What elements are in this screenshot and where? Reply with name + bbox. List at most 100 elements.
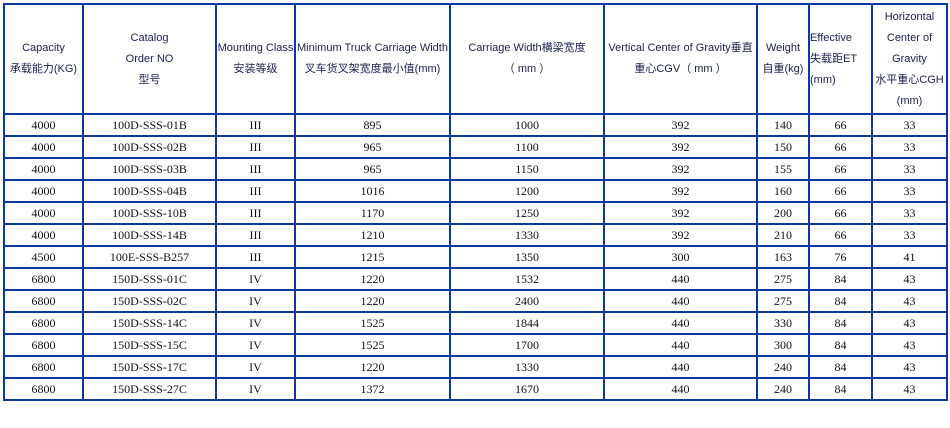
header-text: Gravity	[892, 52, 927, 65]
table-row: 4000 100D-SSS-14B III 1210 1330 392 210 66 33	[3, 223, 948, 247]
header-text: Order NO	[125, 52, 174, 65]
cell-weight: 210	[756, 223, 810, 247]
cell-min-carriage-width: 965	[294, 157, 451, 181]
cell-capacity: 6800	[3, 311, 84, 335]
header-text: 叉车货叉架宽度最小值(mm)	[304, 63, 441, 75]
cell-vertical-cgv: 392	[603, 223, 758, 247]
header-text: Center of	[886, 31, 933, 44]
cell-vertical-cgv: 440	[603, 267, 758, 291]
cell-effective-et: 66	[808, 201, 873, 225]
cell-min-carriage-width: 1220	[294, 267, 451, 291]
cell-min-carriage-width: 965	[294, 135, 451, 159]
header-text: Weight	[765, 42, 801, 54]
cell-effective-et: 66	[808, 135, 873, 159]
cell-weight: 275	[756, 289, 810, 313]
cell-vertical-cgv: 392	[603, 201, 758, 225]
cell-carriage-width: 1100	[449, 135, 605, 159]
column-header-capacity: Capacity 承载能力(KG)	[3, 3, 84, 115]
cell-min-carriage-width: 1220	[294, 289, 451, 313]
cell-effective-et: 66	[808, 113, 873, 137]
cell-capacity: 4000	[3, 157, 84, 181]
cell-catalog-order-no: 150D-SSS-27C	[82, 377, 217, 401]
header-text: 承载能力(KG)	[9, 63, 78, 75]
cell-effective-et: 66	[808, 223, 873, 247]
cell-horizontal-cgh: 43	[871, 333, 948, 357]
cell-horizontal-cgh: 41	[871, 245, 948, 269]
cell-vertical-cgv: 440	[603, 355, 758, 379]
cell-carriage-width: 1150	[449, 157, 605, 181]
cell-carriage-width: 1700	[449, 333, 605, 357]
cell-weight: 150	[756, 135, 810, 159]
cell-capacity: 6800	[3, 333, 84, 357]
table-row: 4000 100D-SSS-10B III 1170 1250 392 200 66 33	[3, 201, 948, 225]
table-row: 6800 150D-SSS-27C IV 1372 1670 440 240 84 43	[3, 377, 948, 401]
cell-min-carriage-width: 1215	[294, 245, 451, 269]
cell-carriage-width: 1670	[449, 377, 605, 401]
table-row: 6800 150D-SSS-17C IV 1220 1330 440 240 84 43	[3, 355, 948, 379]
cell-vertical-cgv: 440	[603, 333, 758, 357]
cell-mounting-class: III	[215, 179, 296, 203]
cell-capacity: 4000	[3, 223, 84, 247]
cell-mounting-class: III	[215, 157, 296, 181]
cell-mounting-class: IV	[215, 289, 296, 313]
header-text: （ mm ）	[503, 63, 551, 75]
cell-horizontal-cgh: 43	[871, 289, 948, 313]
cell-mounting-class: IV	[215, 377, 296, 401]
cell-capacity: 6800	[3, 267, 84, 291]
header-text: Mounting Class	[217, 42, 294, 54]
cell-min-carriage-width: 1170	[294, 201, 451, 225]
cell-mounting-class: III	[215, 113, 296, 137]
header-row: Capacity 承载能力(KG) Catalog Order NO 型号 Mountin…	[3, 3, 948, 115]
cell-catalog-order-no: 100D-SSS-01B	[82, 113, 217, 137]
header-text: 型号	[138, 73, 161, 86]
cell-min-carriage-width: 1220	[294, 355, 451, 379]
column-header-carriage-width: Carriage Width横梁宽度 （ mm ）	[449, 3, 605, 115]
table-row: 6800 150D-SSS-01C IV 1220 1532 440 275 84 43	[3, 267, 948, 291]
cell-mounting-class: III	[215, 223, 296, 247]
column-header-mounting-class: Mounting Class 安装等级	[215, 3, 296, 115]
cell-mounting-class: IV	[215, 311, 296, 335]
header-text: 自重(kg)	[762, 63, 804, 75]
table-row: 6800 150D-SSS-15C IV 1525 1700 440 300 84 43	[3, 333, 948, 357]
cell-carriage-width: 1200	[449, 179, 605, 203]
cell-capacity: 4500	[3, 245, 84, 269]
cell-min-carriage-width: 1210	[294, 223, 451, 247]
header-text: 失载距ET	[810, 52, 858, 65]
cell-catalog-order-no: 100D-SSS-10B	[82, 201, 217, 225]
header-text: 重心CGV（ mm ）	[634, 63, 727, 75]
cell-effective-et: 66	[808, 157, 873, 181]
cell-effective-et: 84	[808, 377, 873, 401]
cell-weight: 330	[756, 311, 810, 335]
column-header-horizontal-cgh: Horizontal Center of Gravity 水平重心CGH (mm)	[871, 3, 948, 115]
cell-capacity: 6800	[3, 355, 84, 379]
cell-mounting-class: III	[215, 201, 296, 225]
cell-capacity: 6800	[3, 377, 84, 401]
cell-mounting-class: III	[215, 135, 296, 159]
cell-carriage-width: 2400	[449, 289, 605, 313]
table-row: 4000 100D-SSS-03B III 965 1150 392 155 66 33	[3, 157, 948, 181]
cell-catalog-order-no: 150D-SSS-01C	[82, 267, 217, 291]
cell-mounting-class: IV	[215, 333, 296, 357]
cell-vertical-cgv: 392	[603, 135, 758, 159]
cell-effective-et: 84	[808, 311, 873, 335]
cell-vertical-cgv: 392	[603, 179, 758, 203]
column-header-weight: Weight 自重(kg)	[756, 3, 810, 115]
cell-capacity: 4000	[3, 179, 84, 203]
cell-effective-et: 76	[808, 245, 873, 269]
cell-weight: 140	[756, 113, 810, 137]
cell-min-carriage-width: 1525	[294, 333, 451, 357]
header-text: (mm)	[810, 73, 836, 86]
cell-mounting-class: IV	[215, 355, 296, 379]
cell-effective-et: 84	[808, 289, 873, 313]
cell-vertical-cgv: 440	[603, 377, 758, 401]
table-row: 4000 100D-SSS-01B III 895 1000 392 140 66 33	[3, 113, 948, 137]
cell-vertical-cgv: 392	[603, 113, 758, 137]
header-text: (mm)	[896, 94, 923, 107]
cell-carriage-width: 1350	[449, 245, 605, 269]
cell-catalog-order-no: 150D-SSS-15C	[82, 333, 217, 357]
header-text: Carriage Width横梁宽度	[468, 42, 586, 54]
cell-weight: 163	[756, 245, 810, 269]
cell-mounting-class: III	[215, 245, 296, 269]
header-text: Effective	[810, 31, 852, 44]
cell-carriage-width: 1844	[449, 311, 605, 335]
